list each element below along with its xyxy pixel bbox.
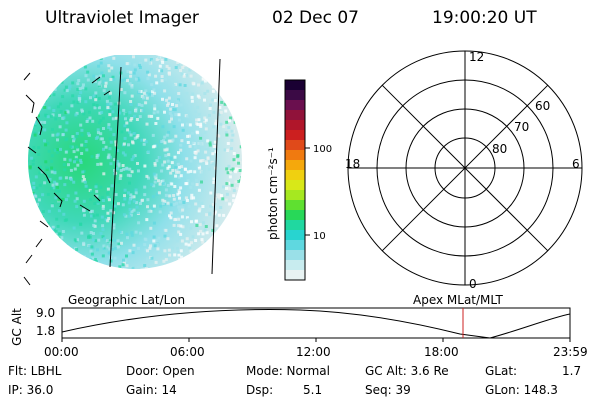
altitude-track-plot: [61, 307, 571, 342]
meridian-line: [109, 66, 122, 268]
colorbar-segment: [285, 270, 305, 281]
altitude-track-frame: [61, 307, 571, 339]
colorbar-frame: [284, 79, 306, 281]
mode-info: Mode: Normal: [246, 364, 330, 378]
gc-alt-info: GC Alt: 3.6 Re: [365, 364, 449, 378]
glat-value: 1.7: [562, 364, 582, 378]
colorbar-segment: [285, 250, 305, 261]
colorbar-segment: [285, 140, 305, 151]
glat-label: GLat:: [485, 364, 518, 378]
time-tick-1200: 12:00: [296, 345, 331, 359]
colorbar-gradient: [285, 80, 305, 281]
mlt-label-dawn: 6: [572, 157, 580, 171]
colorbar: 100 10 photon cm⁻²s⁻¹: [266, 79, 332, 281]
colorbar-segment: [285, 180, 305, 191]
time-tick-0600: 06:00: [170, 345, 205, 359]
colorbar-segment: [285, 170, 305, 181]
colorbar-segment: [285, 80, 305, 91]
polar-coord-label: Apex MLat/MLT: [413, 293, 503, 307]
altitude-tick-high: 9.0: [36, 306, 56, 320]
altitude-axis-label: GC Alt: [10, 308, 24, 346]
dsp-label: Dsp:: [246, 383, 274, 397]
colorbar-segment: [285, 110, 305, 121]
filter-info: Flt: LBHL: [8, 364, 62, 378]
date-label: 02 Dec 07: [272, 8, 359, 28]
colorbar-segment: [285, 230, 305, 241]
mlt-label-dusk: 18: [345, 157, 360, 171]
mlat-label-80: 80: [492, 142, 507, 156]
door-info: Door: Open: [126, 364, 195, 378]
gain-info: Gain: 14: [126, 383, 177, 397]
uv-image-panel: [23, 55, 242, 286]
colorbar-segment: [285, 260, 305, 271]
colorbar-segment: [285, 210, 305, 221]
meridian-line: [211, 58, 221, 275]
polar-diagonal-line: [381, 84, 549, 252]
altitude-curve: [61, 309, 571, 339]
time-tick-1800: 18:00: [424, 345, 459, 359]
mlat-label-70: 70: [514, 120, 529, 134]
colorbar-segment: [285, 220, 305, 231]
instrument-title: Ultraviolet Imager: [45, 8, 199, 28]
earth-disk: [28, 55, 242, 269]
polar-plot: 12 0 18 6 60 70 80: [345, 50, 583, 291]
mlt-label-noon: 12: [469, 50, 484, 64]
altitude-tick-low: 1.8: [36, 324, 56, 338]
colorbar-segment: [285, 160, 305, 171]
dsp-value: 5.1: [303, 383, 323, 397]
colorbar-segment: [285, 150, 305, 161]
time-tick-0000: 00:00: [44, 345, 79, 359]
mlt-label-midnight: 0: [469, 277, 477, 291]
colorbar-tick-label: 10: [313, 231, 326, 242]
glon-info: GLon: 148.3: [485, 383, 558, 397]
ip-info: IP: 36.0: [8, 383, 54, 397]
time-tick-2359: 23:59: [553, 345, 588, 359]
mlat-label-60: 60: [535, 99, 550, 113]
seq-info: Seq: 39: [365, 383, 411, 397]
colorbar-unit-label: photon cm⁻²s⁻¹: [266, 147, 280, 240]
colorbar-segment: [285, 200, 305, 211]
colorbar-segment: [285, 90, 305, 101]
colorbar-segment: [285, 100, 305, 111]
colorbar-segment: [285, 120, 305, 131]
image-coord-label: Geographic Lat/Lon: [68, 293, 186, 307]
colorbar-tick-label: 100: [313, 144, 332, 155]
time-label: 19:00:20 UT: [432, 8, 537, 28]
coastline-outline: [23, 72, 111, 286]
colorbar-segment: [285, 130, 305, 141]
colorbar-segment: [285, 190, 305, 201]
colorbar-segment: [285, 240, 305, 251]
